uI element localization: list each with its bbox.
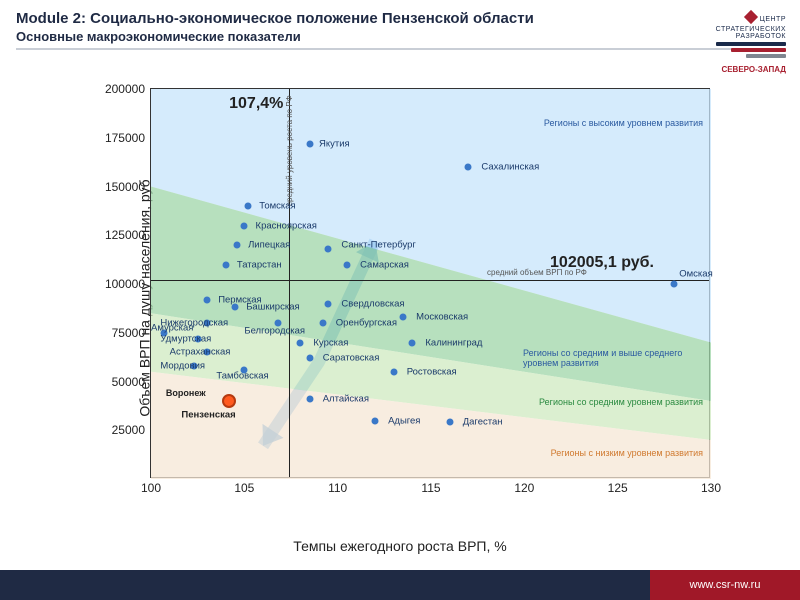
data-point-label: Якутия <box>319 138 350 149</box>
data-point-label: Алтайская <box>323 394 369 405</box>
band-label: Регионы со средним уровнем развития <box>539 397 703 407</box>
data-point <box>325 245 332 252</box>
data-point <box>233 242 240 249</box>
y-tick: 200000 <box>105 82 151 96</box>
band-label: Регионы с низким уровнем развития <box>551 448 703 458</box>
footer-url: www.csr-nw.ru <box>650 570 800 600</box>
data-point-label: Тамбовская <box>216 370 268 381</box>
data-point <box>390 368 397 375</box>
y-tick: 100000 <box>105 277 151 291</box>
data-point <box>325 300 332 307</box>
x-tick: 110 <box>328 477 347 495</box>
x-tick: 125 <box>608 477 628 495</box>
data-point-label: Саратовская <box>323 353 380 364</box>
data-point-label: Удмуртская <box>160 333 211 344</box>
y-tick: 125000 <box>105 228 151 242</box>
plot-area: Регионы с высоким уровнем развития Регион… <box>150 88 710 478</box>
x-tick: 120 <box>514 477 534 495</box>
scatter-chart: Объем ВРП на душу населения, руб Темпы е… <box>80 78 720 518</box>
data-point-label: Липецкая <box>248 240 290 251</box>
hline-side-label: средний объем ВРП по РФ <box>487 268 587 277</box>
data-point <box>344 261 351 268</box>
data-point-label: Мордовия <box>160 360 205 371</box>
highlight-label: Пензенская <box>181 410 235 421</box>
data-point-label: Татарстан <box>237 259 282 270</box>
y-tick: 175000 <box>105 131 151 145</box>
data-point-label: Московская <box>416 312 468 323</box>
data-point <box>306 396 313 403</box>
vline-label: 107,4% <box>229 95 283 113</box>
data-point <box>232 304 239 311</box>
data-point-label: Амурская <box>151 322 193 333</box>
data-point-label: Астраханская <box>170 347 231 358</box>
data-point-label: Свердловская <box>341 298 404 309</box>
x-tick: 105 <box>234 477 254 495</box>
ref-hline <box>151 280 709 281</box>
data-point <box>319 320 326 327</box>
x-axis-label: Темпы ежегодного роста ВРП, % <box>293 538 506 554</box>
vline-side-label: средний уровень роста по РФ <box>285 95 294 206</box>
data-point <box>245 203 252 210</box>
band-label: Регионы со средним и выше среднего уровн… <box>523 348 703 368</box>
data-point <box>465 164 472 171</box>
data-point <box>446 419 453 426</box>
data-point-label: Башкирская <box>246 302 299 313</box>
data-point <box>670 281 677 288</box>
data-point <box>241 222 248 229</box>
data-point-label: Санкт-Петербург <box>341 240 416 251</box>
data-point <box>306 140 313 147</box>
y-tick: 25000 <box>112 423 151 437</box>
data-point-label: Сахалинская <box>481 162 539 173</box>
data-point <box>306 355 313 362</box>
org-logo: ЦЕНТР СТРАТЕГИЧЕСКИХ РАЗРАБОТОК СЕВЕРО-З… <box>646 8 786 74</box>
data-point-label: Калининград <box>425 337 482 348</box>
data-point-label: Ростовская <box>407 366 457 377</box>
data-point-label: Самарская <box>360 259 409 270</box>
band-label: Регионы с высоким уровнем развития <box>544 118 703 128</box>
y-tick: 150000 <box>105 180 151 194</box>
data-point <box>222 261 229 268</box>
data-point <box>204 296 211 303</box>
data-point <box>297 339 304 346</box>
data-point <box>409 339 416 346</box>
x-tick: 100 <box>141 477 161 495</box>
data-point-label: Адыгея <box>388 415 420 426</box>
data-point-label: Белгородская <box>244 325 305 336</box>
data-point <box>372 417 379 424</box>
highlight-label-2: Воронеж <box>166 388 206 398</box>
highlight-point <box>222 394 236 408</box>
y-tick: 75000 <box>112 326 151 340</box>
data-point-label: Курская <box>313 337 348 348</box>
x-tick: 130 <box>701 477 721 495</box>
data-point-label: Дагестан <box>463 417 503 428</box>
x-tick: 115 <box>421 477 440 495</box>
data-point-label: Томская <box>259 201 295 212</box>
y-tick: 50000 <box>112 375 151 389</box>
data-point-label: Омская <box>679 269 712 280</box>
data-point-label: Красноярская <box>256 220 317 231</box>
data-point <box>400 314 407 321</box>
data-point-label: Оренбургская <box>336 318 397 329</box>
